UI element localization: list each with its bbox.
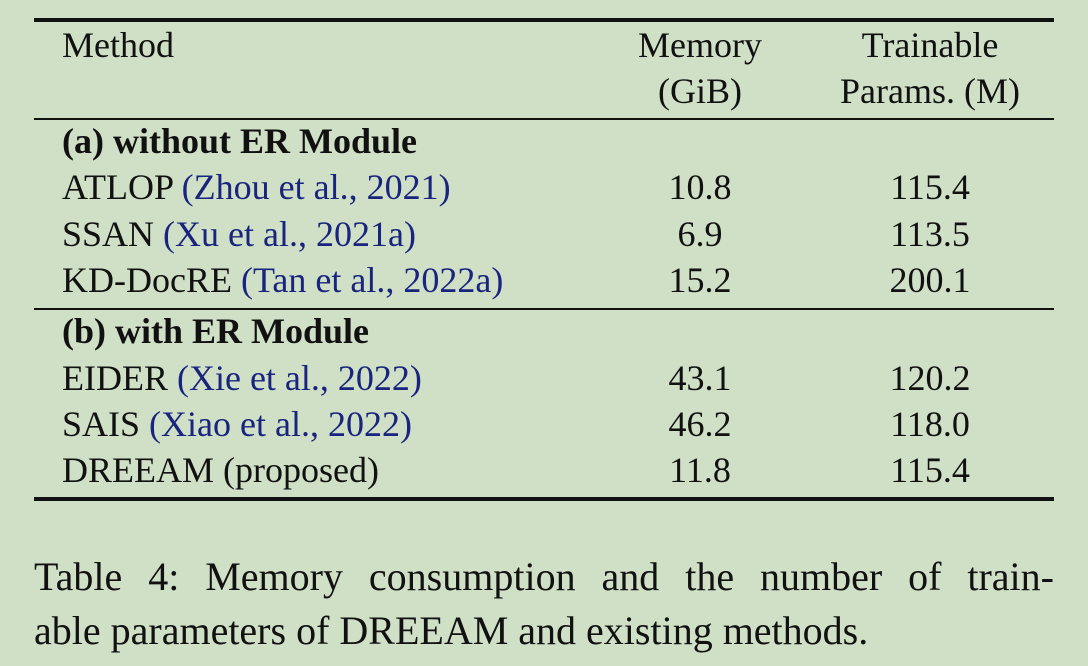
table-top-rule (34, 18, 1054, 22)
memory-cell: 46.2 (668, 404, 732, 444)
params-cell: 115.4 (890, 450, 970, 490)
table-caption: Table 4: Memory consumption and the numb… (34, 550, 1054, 658)
method-name: DREEAM (proposed) (62, 450, 379, 490)
header-memory-line1: Memory (638, 25, 762, 65)
method-name: SAIS (62, 404, 141, 444)
citation-link[interactable]: (Zhou et al., 2021) (181, 167, 451, 207)
header-method: Method (62, 25, 174, 65)
params-cell: 113.5 (890, 214, 970, 254)
method-cell: SSAN (Xu et al., 2021a) (62, 211, 416, 257)
params-cell: 115.4 (890, 167, 970, 207)
header-params-line2: Params. (M) (840, 71, 1020, 111)
citation-link[interactable]: (Xu et al., 2021a) (163, 214, 416, 254)
params-cell: 200.1 (889, 260, 971, 300)
method-cell: EIDER (Xie et al., 2022) (62, 355, 422, 401)
section-b-title: (b) with ER Module (62, 311, 370, 351)
memory-cell: 43.1 (668, 358, 732, 398)
method-name: ATLOP (62, 167, 173, 207)
memory-cell: 15.2 (668, 260, 732, 300)
params-cell: 120.2 (889, 358, 971, 398)
table-bottom-rule (34, 497, 1054, 501)
header-params-line1: Trainable (861, 25, 999, 65)
method-name: KD-DocRE (62, 260, 232, 300)
method-cell: KD-DocRE (Tan et al., 2022a) (62, 257, 503, 303)
header-memory-line2: (GiB) (658, 71, 742, 111)
section-a-title: (a) without ER Module (62, 121, 418, 161)
section-rule (34, 308, 1054, 310)
params-cell: 118.0 (890, 404, 970, 444)
method-cell: DREEAM (proposed) (62, 447, 379, 493)
method-name: SSAN (62, 214, 155, 254)
method-name: EIDER (62, 358, 168, 398)
citation-link[interactable]: (Xiao et al., 2022) (149, 404, 412, 444)
citation-link[interactable]: (Tan et al., 2022a) (240, 260, 504, 300)
method-cell: ATLOP (Zhou et al., 2021) (62, 164, 451, 210)
citation-link[interactable]: (Xie et al., 2022) (176, 358, 422, 398)
method-cell: SAIS (Xiao et al., 2022) (62, 401, 412, 447)
caption-line-1: Table 4: Memory consumption and the numb… (34, 554, 1054, 599)
memory-cell: 11.8 (669, 450, 731, 490)
memory-cell: 10.8 (668, 167, 732, 207)
caption-line-2: able parameters of DREEAM and existing m… (34, 608, 869, 653)
header-rule (34, 118, 1054, 120)
memory-cell: 6.9 (677, 214, 723, 254)
